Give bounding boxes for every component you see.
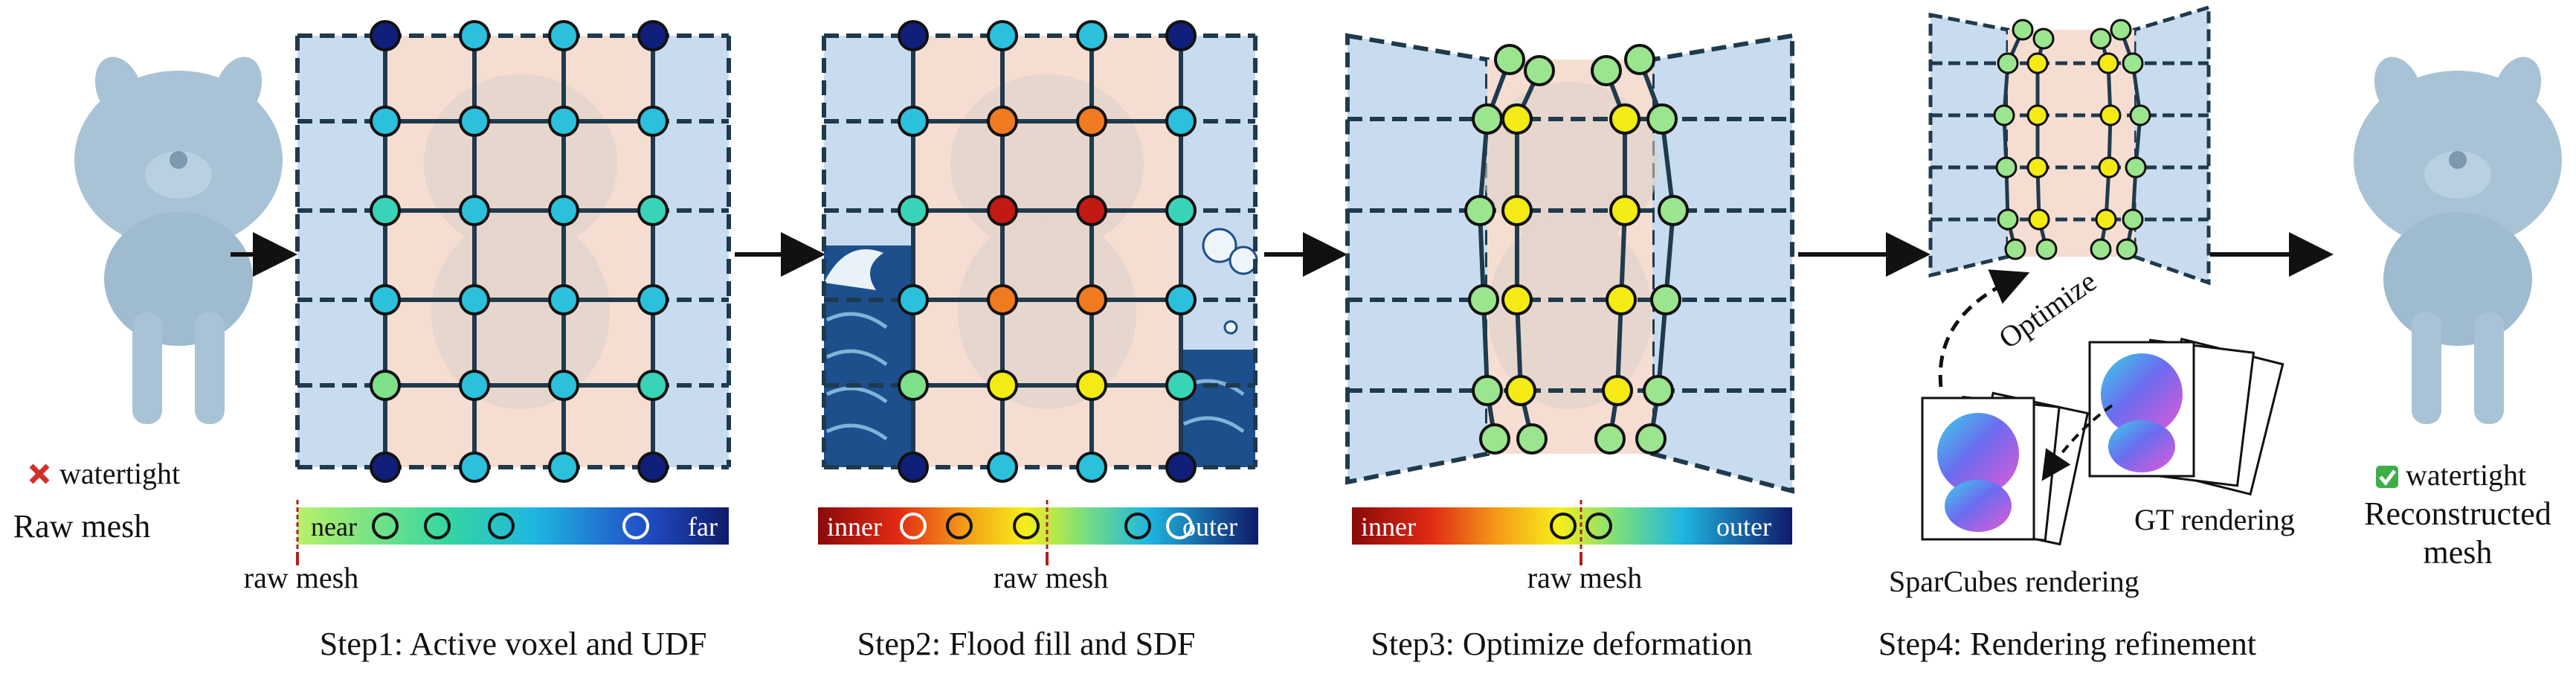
step1-marker-label: raw mesh bbox=[244, 561, 358, 594]
result-status-label: watertight bbox=[2406, 458, 2526, 492]
result-title-line2: mesh bbox=[2424, 534, 2493, 571]
step1-bar-node bbox=[622, 513, 649, 539]
step3-nodes bbox=[1464, 44, 1689, 455]
step3-caption: Step3: Optimize deformation bbox=[1371, 626, 1752, 662]
cross-icon bbox=[29, 463, 50, 484]
step2-marker-label: raw mesh bbox=[994, 561, 1108, 594]
step4-caption: Step4: Rendering refinement bbox=[1878, 626, 2256, 662]
step2-bar-node bbox=[1124, 513, 1151, 539]
reconstructed-mesh-figure bbox=[2354, 57, 2562, 424]
step2-panel bbox=[822, 20, 1258, 483]
raw-mesh-title: Raw mesh bbox=[13, 508, 151, 545]
gt-rendering-stack bbox=[2088, 337, 2284, 496]
compare-arrow bbox=[2041, 404, 2113, 481]
step1-caption: Step1: Active voxel and UDF bbox=[320, 626, 707, 662]
step3-bar-left-label: inner bbox=[1361, 512, 1416, 542]
raw-status-label: watertight bbox=[59, 457, 180, 490]
step2-bar-node bbox=[946, 513, 973, 539]
step2-bar-node bbox=[1166, 513, 1193, 539]
step1-colorbar: near far raw mesh bbox=[244, 500, 729, 594]
raw-mesh-figure bbox=[74, 57, 283, 424]
step2-colorbar: inner outer raw mesh bbox=[818, 500, 1258, 594]
step1-bar-node bbox=[372, 513, 399, 539]
step3-panel bbox=[1345, 33, 1794, 494]
step2-flood-fill-waves bbox=[824, 228, 1258, 467]
step4-deformed-grid bbox=[1928, 4, 2211, 286]
sparcubes-rendering-stack bbox=[1921, 391, 2090, 546]
raw-watertight-status: watertight bbox=[29, 457, 180, 490]
step1-bar-left-label: near bbox=[311, 512, 357, 542]
step3-colorbar: inner outer raw mesh bbox=[1352, 500, 1792, 594]
result-watertight-status: watertight bbox=[2376, 458, 2526, 492]
step1-bar-node bbox=[424, 513, 451, 539]
step2-bar-left-label: inner bbox=[827, 512, 882, 542]
check-icon bbox=[2376, 466, 2398, 488]
sparcubes-rendering-label: SparCubes rendering bbox=[1889, 565, 2139, 598]
step3-bar-node bbox=[1585, 513, 1612, 539]
optimize-arrow bbox=[1938, 269, 2030, 388]
result-title-line1: Reconstructed bbox=[2364, 495, 2551, 532]
step2-caption: Step2: Flood fill and SDF bbox=[857, 626, 1196, 662]
step1-panel bbox=[295, 20, 731, 483]
step1-bar-node bbox=[488, 513, 515, 539]
optimize-label: Optimize bbox=[1992, 264, 2102, 355]
step3-bar-node bbox=[1550, 513, 1577, 539]
step3-marker-label: raw mesh bbox=[1527, 561, 1642, 594]
step2-bar-node bbox=[1013, 513, 1040, 539]
step2-nodes bbox=[898, 20, 1197, 483]
step1-bar-right-label: far bbox=[688, 512, 718, 542]
step1-nodes bbox=[370, 20, 669, 483]
step3-bar-right-label: outer bbox=[1716, 512, 1771, 542]
gt-rendering-label: GT rendering bbox=[2134, 503, 2295, 536]
step2-bar-node bbox=[900, 513, 927, 539]
